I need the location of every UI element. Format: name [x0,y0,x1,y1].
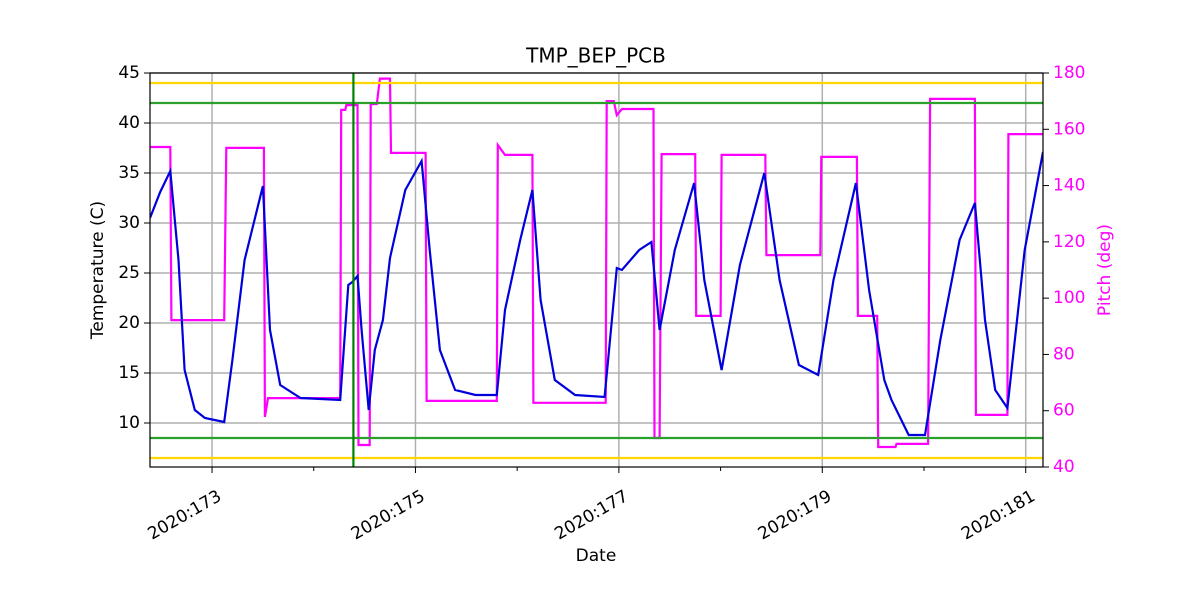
y2-tick-label: 40 [1053,457,1075,477]
axes-frame [149,72,1044,468]
y-tick-label: 15 [118,363,140,383]
y-tick-label: 45 [118,63,140,83]
y2-tick-label: 100 [1053,288,1085,308]
chart-title: TMP_BEP_PCB [525,44,666,68]
plot-area [150,73,1043,467]
y2-tick-label: 120 [1053,232,1085,252]
y2-tick-label: 80 [1053,344,1075,364]
y-tick-label: 25 [118,263,140,283]
x-tick-label: 2020:177 [551,486,632,544]
y2-tick-label: 180 [1053,63,1085,83]
y-tick-label: 35 [118,163,140,183]
y2-tick-label: 160 [1053,119,1085,139]
y2-tick-label: 140 [1053,176,1085,196]
grid [150,72,1043,467]
y-tick-label: 40 [118,113,140,133]
data-line [150,151,1043,437]
data-line [150,77,1043,449]
x-tick-label: 2020:175 [348,486,429,544]
y-tick-label: 10 [118,413,140,433]
y-tick-label: 30 [118,213,140,233]
y-axis-label: Temperature (C) [88,201,108,340]
x-tick-label: 2020:181 [958,486,1039,544]
x-tick-label: 2020:179 [755,486,836,544]
y-tick-label: 20 [118,313,140,333]
x-axis-label: Date [576,546,617,566]
x-tick-label: 2020:173 [145,486,226,544]
y2-axis-label: Pitch (deg) [1095,224,1115,316]
y2-tick-label: 60 [1053,401,1075,421]
